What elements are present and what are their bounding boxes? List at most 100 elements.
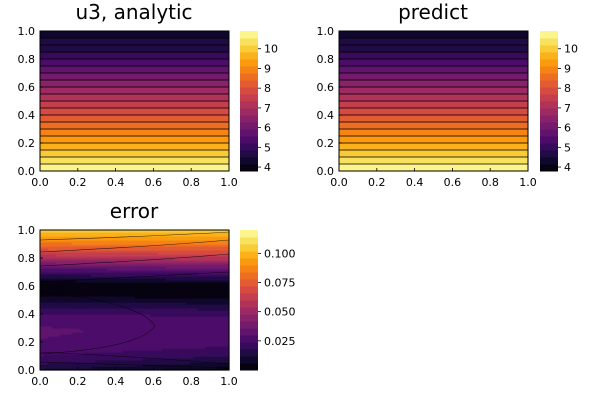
contour-cell [150,362,155,365]
contour-cell [75,252,80,255]
contour-cell [126,236,132,239]
contour-cell [40,366,45,369]
contour-cell [106,366,112,369]
x-tick-label: 0.6 [145,176,163,189]
contour-cell [134,336,140,339]
contour-cell [63,230,69,233]
contour-cell [71,368,77,371]
contour-cell [67,304,73,307]
contour-cell [177,252,183,255]
contour-cell [79,230,84,233]
contour-cell [43,364,49,367]
contour-cell [193,292,199,295]
contour-cell [103,242,108,245]
contour-cell [217,296,222,299]
contour-cell [47,270,53,273]
contour-cell [87,366,92,369]
contour-cell [55,360,61,363]
contour-cell [189,274,195,277]
contour-cell [43,304,49,307]
contour-cell [154,324,159,327]
contour-cell [114,286,120,289]
contour-cell [91,256,96,259]
contour-cell [122,232,128,235]
contour-cell [177,310,183,313]
contour-band [40,87,229,95]
contour-cell [43,346,49,349]
contour-cell [217,294,222,297]
contour-cell [79,348,84,351]
contour-cell [83,230,88,233]
contour-cell [99,348,104,351]
contour-cell [173,368,179,371]
contour-cell [59,360,65,363]
contour-cell [173,284,179,287]
contour-cell [71,300,77,303]
contour-cell [201,328,206,331]
contour-cell [162,362,167,365]
contour-cell [110,262,116,265]
contour-cell [118,302,124,305]
contour-cell [79,278,84,281]
colorbar-swatch [240,258,258,266]
contour-cell [63,272,69,275]
contour-cell [201,294,206,297]
contour-cell [43,336,49,339]
contour-cell [79,238,84,241]
contour-cell [71,324,77,327]
contour-cell [217,360,222,363]
contour-band [40,101,229,109]
contour-cell [99,294,104,297]
contour-cell [217,274,222,277]
contour-cell [205,238,210,241]
contour-cell [217,366,222,369]
contour-cell [150,266,155,269]
contour-cell [217,284,222,287]
contour-cell [213,278,218,281]
contour-cell [189,352,195,355]
contour-cell [201,248,206,251]
contour-cell [95,270,100,273]
contour-cell [134,266,140,269]
contour-cell [103,234,108,237]
contour-cell [150,334,155,337]
contour-cell [43,358,49,361]
colorbar-swatch [540,52,558,60]
contour-cell [213,320,218,323]
contour-cell [201,258,206,261]
contour-cell [181,310,187,313]
contour-cell [162,368,167,371]
contour-cell [201,326,206,329]
contour-cell [166,298,171,301]
contour-cell [63,350,69,353]
contour-cell [59,308,65,311]
contour-cell [118,240,124,243]
contour-cell [47,232,53,235]
contour-cell [67,368,73,371]
contour-cell [166,292,171,295]
contour-cell [47,318,53,321]
contour-cell [221,248,226,251]
contour-cell [71,352,77,355]
contour-cell [134,352,140,355]
contour-cell [95,266,100,269]
contour-cell [79,360,84,363]
contour-cell [51,300,57,303]
contour-cell [162,252,167,255]
contour-cell [209,316,214,319]
contour-cell [193,356,199,359]
x-tick-label: 0.4 [406,176,424,189]
contour-cell [83,312,88,315]
contour-cell [43,232,49,235]
contour-cell [51,274,57,277]
contour-cell [189,282,195,285]
contour-cell [146,248,151,251]
contour-cell [75,300,80,303]
contour-cell [158,286,163,289]
contour-cell [209,318,214,321]
contour-cell [51,354,57,357]
contour-cell [106,368,112,371]
contour-cell [197,368,203,371]
contour-cell [146,258,151,261]
contour-band [339,101,528,109]
